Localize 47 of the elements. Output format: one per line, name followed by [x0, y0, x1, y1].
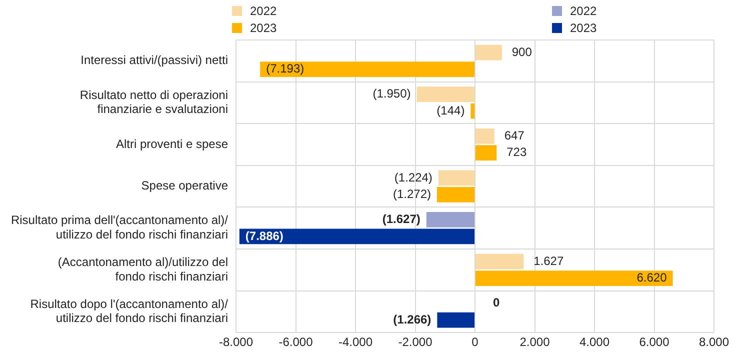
x-tick-label: 0 [472, 335, 479, 350]
bar [438, 170, 474, 186]
bar [260, 62, 474, 77]
bar [470, 103, 474, 119]
data-label: (1.272) [392, 186, 431, 201]
bar [416, 86, 474, 102]
data-label: 723 [506, 145, 527, 160]
data-label: 647 [504, 128, 525, 142]
x-tick-label: 4.000 [579, 335, 610, 350]
y-tick-label: Risultato prima dell'(accantonamento al)/ utilizzo del fondo rischi finanziari [10, 213, 229, 242]
data-label: (7.886) [245, 228, 284, 243]
x-tick-label: -2.000 [398, 335, 433, 350]
y-tick-label: Spese operative [141, 178, 228, 193]
x-tick-label: -8.000 [218, 335, 254, 350]
data-label: (7.193) [266, 62, 304, 76]
y-tick-label: (Accantonamento al)/utilizzo del fondo rischi finanziari [58, 255, 228, 284]
data-label: (1.627) [382, 212, 420, 226]
y-tick-label: Interessi attivi/(passivi) netti [80, 53, 228, 68]
x-tick-label: 6.000 [639, 335, 670, 350]
bar [476, 44, 502, 60]
bar [476, 254, 524, 270]
bar [437, 186, 474, 202]
bar [476, 270, 673, 286]
data-label: (1.224) [394, 170, 432, 184]
y-tick-label: Altri proventi e spese [116, 136, 228, 151]
y-tick-label: Risultato netto di operazioni finanziarie e svalutazioni [80, 88, 228, 116]
data-label: (144) [436, 103, 465, 118]
legend-label: 2022 [250, 4, 277, 18]
data-label: 1.627 [534, 254, 564, 268]
data-label: (1.266) [393, 312, 432, 326]
legend-label: 2023 [250, 20, 277, 34]
bar [476, 128, 494, 144]
bar [426, 212, 474, 228]
x-tick-label: -4.000 [338, 335, 373, 350]
x-tick-label: 8.000 [698, 335, 730, 350]
bar [476, 145, 497, 161]
legend-label: 2022 [570, 4, 597, 18]
y-tick-label: Risultato dopo l'(accantonamento al)/ utilizzo del fondo rischi finanziari [30, 296, 229, 326]
legend-label: 2023 [570, 20, 597, 34]
data-label: 6.620 [636, 270, 668, 285]
x-tick-label: 2.000 [520, 335, 550, 350]
data-label: (1.950) [372, 86, 411, 101]
bar [437, 312, 474, 328]
x-tick-label: -6.000 [278, 335, 314, 350]
data-label: 0 [493, 296, 500, 310]
data-label: 900 [512, 44, 532, 59]
bar [239, 228, 474, 244]
